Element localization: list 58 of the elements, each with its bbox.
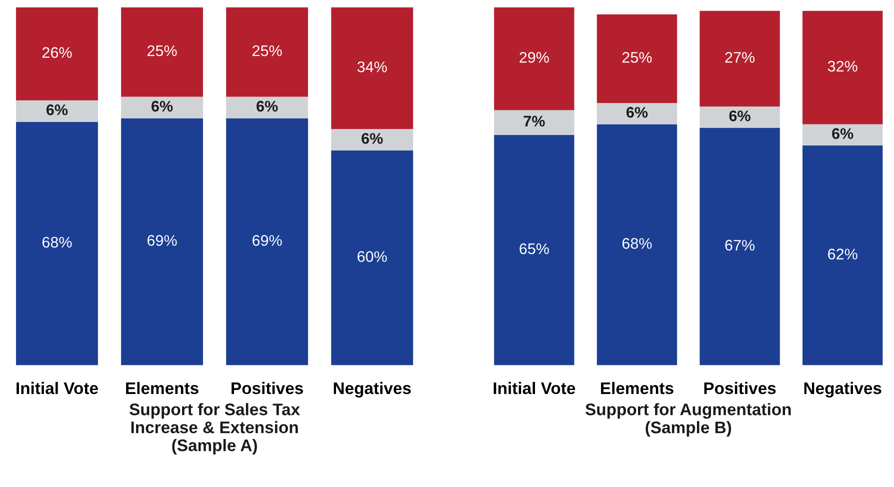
data-label: 68% [622,238,652,249]
bar [16,7,98,100]
data-label: 6% [832,128,854,139]
x-tick-label: Elements [601,382,674,394]
bar [802,124,883,146]
bar [226,118,308,366]
bar [700,10,780,107]
data-label: 34% [357,61,387,72]
x-tick-label: Negatives [804,382,882,398]
x-axis-title: Support for Augmentation (Sample B) [585,403,791,437]
data-label: 62% [828,248,858,260]
bar [331,129,414,150]
data-label: 65% [520,243,549,254]
data-label: 32% [828,60,858,72]
bar [494,110,574,135]
bar [226,96,308,118]
bar [494,7,574,110]
x-tick-label: Positives [704,382,776,394]
data-label: 69% [148,235,177,246]
data-label: 60% [358,251,387,262]
bar [16,122,98,366]
data-label: 6% [256,100,278,112]
x-axis-title: Support for Sales Tax Increase & Extension (Sample A) [130,403,300,455]
bar [121,118,204,366]
bar [121,96,204,118]
bar [700,106,780,128]
data-label: 69% [252,235,282,246]
data-label: 25% [622,52,652,63]
data-label: 26% [42,47,72,58]
data-label: 25% [148,45,177,56]
bar [494,134,574,366]
data-label: 6% [46,104,68,116]
data-label: 27% [725,52,755,63]
bar [121,7,204,97]
data-label: 6% [152,100,173,112]
bar [331,150,414,366]
data-label: 68% [42,236,72,248]
bar [802,146,883,366]
bar [596,124,678,366]
x-tick-label: Positives [232,382,303,394]
data-label: 67% [725,240,755,251]
x-tick-label: Negatives [334,382,411,398]
x-tick-label: Initial Vote [494,382,576,394]
bar [331,7,414,130]
data-label: 6% [729,110,750,122]
bar [802,10,883,124]
bar [226,7,308,97]
x-tick-label: Initial Vote [16,382,98,394]
x-tick-label: Elements [126,382,198,394]
data-label: 29% [520,52,549,63]
bar [700,128,780,366]
data-label: 25% [252,45,282,56]
bar [596,14,678,103]
bar [596,102,678,124]
bar [16,100,98,122]
data-label: 6% [362,133,383,144]
data-label: 6% [626,106,648,118]
data-label: 7% [524,116,545,127]
